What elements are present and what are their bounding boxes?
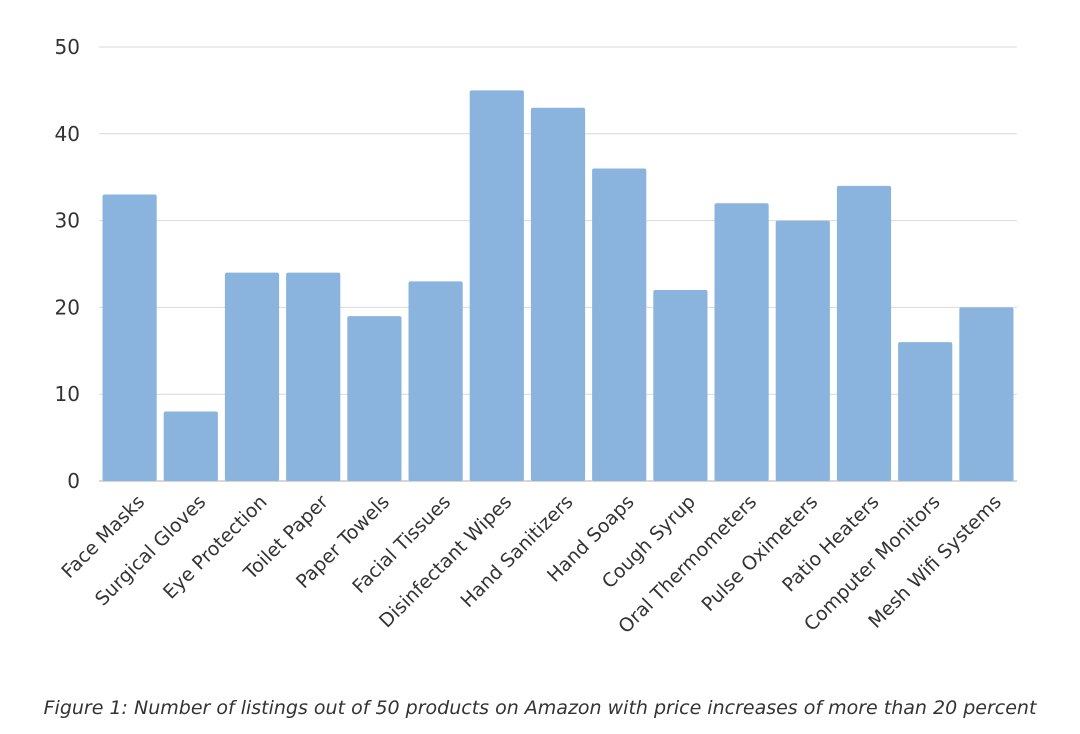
- bar-computer-monitors: [898, 342, 953, 481]
- x-tick-label: Eye Protection: [159, 491, 272, 604]
- bar-oral-thermometers: [714, 203, 769, 482]
- y-tick-label: 30: [55, 209, 80, 233]
- bar-toilet-paper: [286, 272, 341, 481]
- y-tick-label: 0: [67, 469, 80, 493]
- bar-hand-soaps: [592, 168, 647, 481]
- bar-patio-heaters: [836, 185, 892, 481]
- y-tick-label: 50: [55, 35, 80, 59]
- bars: [102, 90, 1014, 482]
- bar-surgical-gloves: [163, 411, 218, 481]
- x-tick-label: Surgical Gloves: [91, 491, 210, 610]
- bar-eye-protection: [224, 272, 280, 481]
- y-tick-label: 40: [55, 122, 80, 146]
- bar-face-masks: [102, 194, 157, 481]
- y-tick-label: 10: [55, 382, 80, 406]
- figure-caption: Figure 1: Number of listings out of 50 p…: [43, 697, 1037, 719]
- bar-cough-syrup: [653, 290, 708, 481]
- y-axis-tick-labels: 0 10 20 30 40 50: [55, 35, 80, 493]
- bar-pulse-oximeters: [775, 220, 830, 481]
- x-tick-label: Pulse Oximeters: [697, 491, 822, 616]
- bar-mesh-wifi-systems: [959, 307, 1014, 481]
- bar-hand-sanitizers: [530, 107, 586, 481]
- y-tick-label: 20: [55, 295, 80, 319]
- bar-paper-towels: [347, 316, 402, 481]
- x-tick-label: Hand Sanitizers: [456, 491, 577, 612]
- bar-facial-tissues: [408, 281, 463, 481]
- bar-disinfectant-wipes: [469, 90, 524, 482]
